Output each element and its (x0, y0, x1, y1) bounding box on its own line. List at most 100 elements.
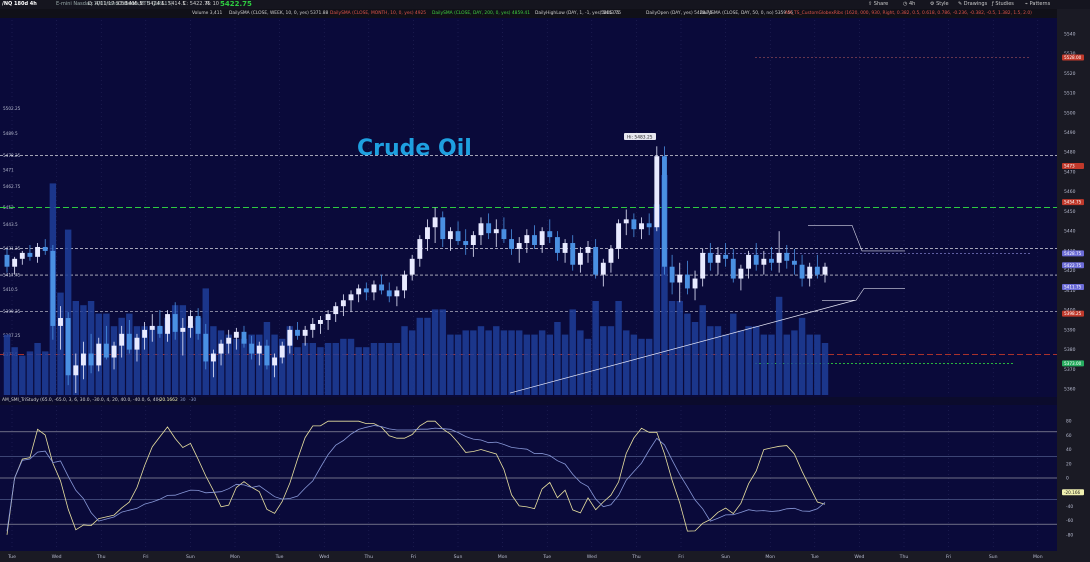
style-button[interactable]: ⚙ Style (930, 1, 949, 7)
candle-body (814, 266, 820, 275)
volume-bar (554, 322, 561, 395)
candle-body (425, 227, 430, 240)
candle-body (493, 229, 499, 234)
candle-body (302, 329, 308, 336)
time-tick-label: Fri (946, 554, 951, 560)
candle-body (463, 241, 469, 245)
share-button[interactable]: ⇪ Share (868, 1, 889, 7)
candle-body (486, 223, 492, 234)
study-legend-item[interactable]: DailySMA (CLOSE, MONTH, 10, 0, yes) 4925 (330, 11, 427, 16)
volume-bar (806, 334, 813, 395)
time-tick-label: Wed (587, 554, 597, 560)
candle-body (562, 243, 568, 253)
quote-datetime: D: 4/11/17 5:30 AM (88, 1, 137, 7)
volume-bar (317, 347, 324, 395)
study-legend-item[interactable]: AM_TS_CustomGlobexRibs (1620, 000, 930, … (785, 11, 1032, 16)
symbol-description: E-mini Nasdaq 100 Index Futures,ETH (JUN… (56, 1, 173, 7)
volume-bar (485, 330, 492, 395)
volume-bar (324, 343, 332, 395)
price-tag-label: 5398.25 (1064, 311, 1082, 316)
patterns-button[interactable]: ⌁ Patterns (1025, 1, 1051, 7)
volume-bar (821, 343, 829, 395)
candle-body (126, 333, 132, 350)
volume-bar (814, 334, 821, 395)
candle-body (646, 223, 652, 228)
candle-body (585, 246, 591, 253)
candle-body (310, 323, 316, 330)
candle-body (103, 343, 109, 358)
volume-bar (684, 313, 691, 395)
volume-bar (745, 326, 752, 395)
candle-body (180, 327, 186, 332)
volume-bar (768, 334, 775, 395)
time-tick-label: Fri (143, 554, 148, 560)
oscillator-tick-label: -60 (1066, 518, 1073, 524)
volume-bar (363, 347, 370, 395)
time-tick-label: Mon (765, 554, 775, 560)
pencil-icon: ✎ (958, 1, 964, 7)
study-legend-item[interactable]: Volume 3,411 (192, 11, 223, 16)
candle-body (42, 246, 48, 251)
time-period-button[interactable]: ◷ 4h (903, 1, 916, 7)
price-tick-label: 5540 (1064, 31, 1076, 37)
study-legend-item[interactable]: DailySMA (CLOSE, DAY, 200, 0, yes) 4859.… (432, 11, 531, 16)
time-tick-label: Wed (52, 554, 62, 560)
volume-bar (752, 326, 760, 395)
price-tick-label: 5390 (1064, 327, 1076, 333)
volume-bar (194, 317, 202, 395)
volume-bar (676, 301, 683, 395)
study-legend-item[interactable]: DailyHighLow (DAY, 1, -1, yes) 5443.75 (535, 11, 622, 16)
gear-icon: ⚙ (930, 1, 937, 7)
volume-bar (286, 326, 294, 395)
time-tick-label: Wed (854, 554, 864, 560)
candle-body (96, 343, 102, 366)
symbol-selector[interactable]: /NQ 180d 4h (2, 1, 37, 7)
candle-body (111, 345, 117, 358)
candle-body (616, 223, 622, 249)
high-callout-label: Hi: 5483.25 (627, 135, 653, 141)
volume-bar (493, 326, 500, 395)
price-tag-label: 5473 (1064, 164, 1075, 169)
study-legend-item[interactable]: DailySMA (CLOSE, DAY, 50, 0, no) 5359.56 (700, 11, 794, 16)
candle-body (73, 365, 79, 376)
study-legend-item[interactable]: 5405.75 (601, 11, 620, 16)
volume-bar (607, 326, 615, 395)
quote-low: L: 5414.5 (162, 1, 186, 7)
candle-body (394, 290, 400, 297)
studies-icon: ƒ (992, 1, 996, 7)
candle-body (730, 258, 736, 279)
candle-body (501, 229, 507, 240)
price-tick-label: 5450 (1064, 209, 1076, 215)
oscillator-value: -20.1662 (158, 398, 178, 403)
candle-body (279, 345, 285, 358)
volume-bar (370, 343, 378, 395)
volume-bar (141, 326, 148, 395)
candle-body (203, 333, 209, 362)
left-price-label: 5443.5 (3, 222, 18, 227)
drawings-button[interactable]: ✎ Drawings (958, 1, 988, 7)
volume-bar (424, 317, 431, 395)
volume-bar (561, 334, 569, 395)
volume-bar (546, 334, 553, 395)
studies-button[interactable]: ƒ Studies (992, 1, 1014, 7)
study-legend-item[interactable]: DailySMA (CLOSE, WEEK, 10, 0, yes) 5371.… (229, 11, 329, 16)
volume-bar (730, 313, 737, 395)
study-legend-item[interactable]: DailyOpen (DAY, yes) 5428.75 (646, 11, 713, 16)
time-tick-label: Tue (275, 554, 284, 560)
volume-bar (72, 301, 80, 395)
candle-body (241, 331, 247, 344)
candle-body (172, 314, 178, 332)
price-tag (1062, 310, 1084, 317)
left-price-label: 5452 (3, 205, 14, 210)
volume-bar (408, 330, 416, 395)
time-tick-label: Tue (810, 554, 819, 560)
volume-bar (630, 334, 638, 395)
oscillator-tick-label: 0 (1066, 476, 1069, 482)
volume-bar (538, 330, 546, 395)
volume-bar (531, 334, 538, 395)
candle-body (532, 235, 537, 245)
volume-bar (600, 326, 607, 395)
volume-bar (645, 338, 653, 395)
price-tick-label: 5480 (1064, 150, 1076, 156)
